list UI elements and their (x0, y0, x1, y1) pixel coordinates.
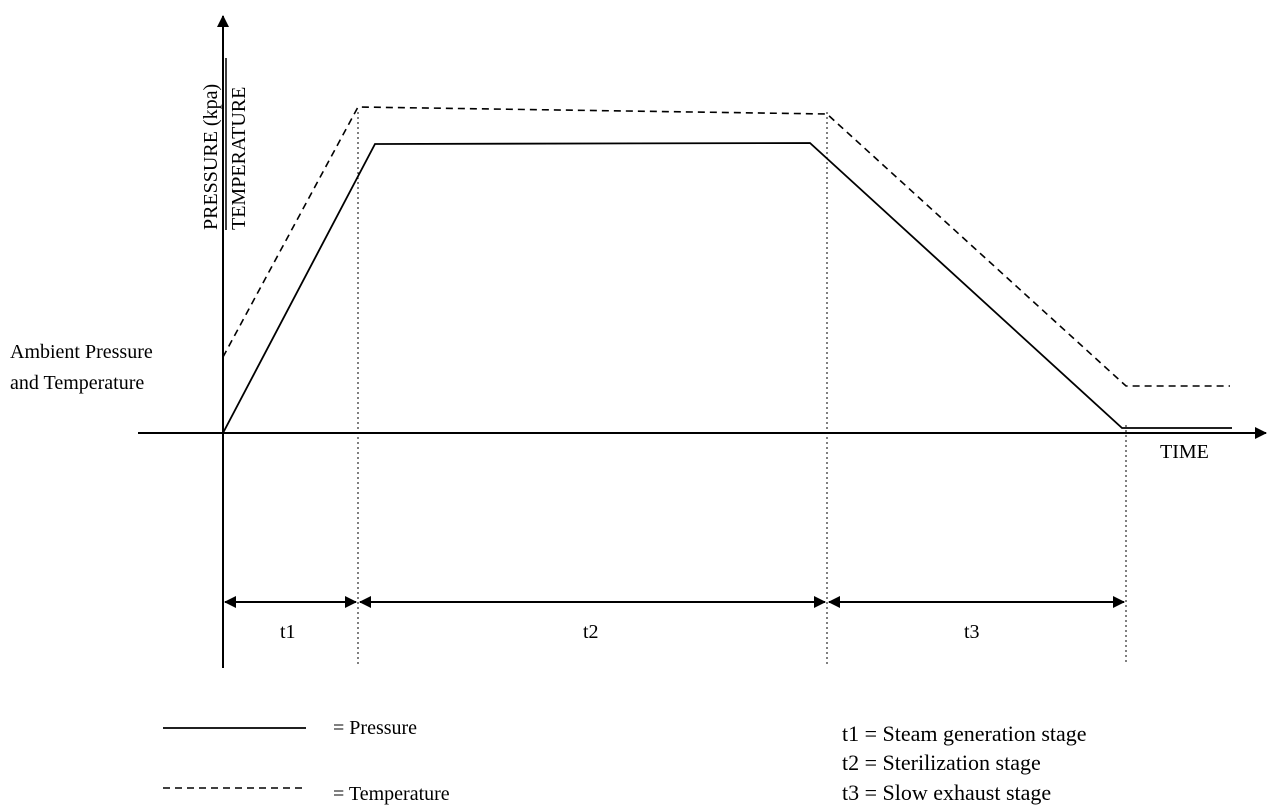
pressure-curve (222, 142, 1232, 434)
stage-key-t1: t1 = Steam generation stage (842, 721, 1087, 746)
y-axis-label-temperature: TEMPERATURE (228, 87, 250, 230)
legend-pressure-label: = Pressure (333, 717, 417, 739)
y-axis-label-pressure: PRESSURE (kpa) (200, 84, 222, 230)
stage-t1-label: t1 (280, 621, 296, 643)
ambient-label-line1: Ambient Pressure (10, 341, 153, 363)
stage-key-t2: t2 = Sterilization stage (842, 750, 1041, 775)
legend-temperature-label: = Temperature (333, 783, 450, 805)
temperature-curve (222, 106, 1230, 387)
x-axis-label-time: TIME (1160, 441, 1209, 463)
ambient-label-line2: and Temperature (10, 372, 144, 394)
stage-t2-label: t2 (583, 621, 599, 643)
stage-key-t3: t3 = Slow exhaust stage (842, 780, 1051, 805)
stage-t3-label: t3 (964, 621, 980, 643)
